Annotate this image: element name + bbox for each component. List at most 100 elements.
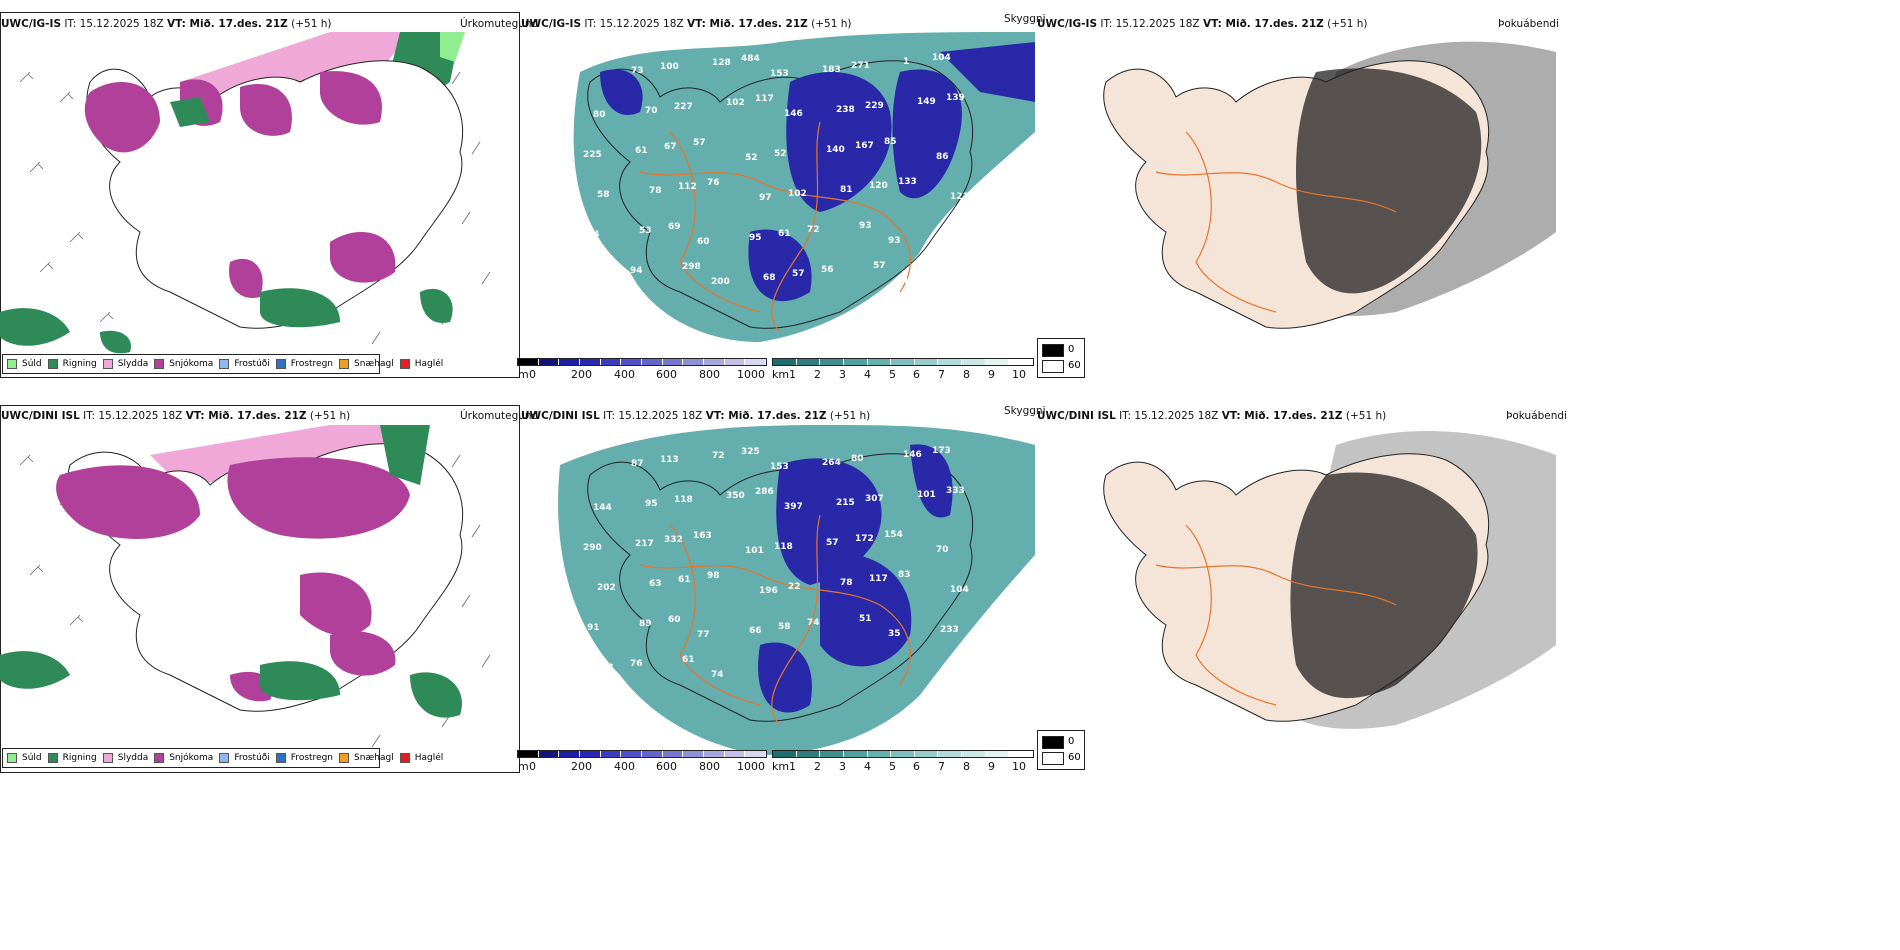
cloud-base-label: 484 xyxy=(741,54,760,64)
model-name: UWC/DINI ISL xyxy=(1037,410,1116,422)
height-bar-segment xyxy=(724,751,746,757)
height-bar-segment xyxy=(600,751,622,757)
cloud-base-label: 78 xyxy=(649,186,662,196)
cloud-blue-2 xyxy=(758,444,953,713)
valid-label: VT: xyxy=(1221,410,1241,422)
cloud-base-label: 307 xyxy=(865,494,884,504)
height-tick: 1000 xyxy=(737,368,765,381)
cloud-base-label: 58 xyxy=(597,190,610,200)
cloud-base-label: 117 xyxy=(755,94,774,104)
cloud-base-label: 133 xyxy=(898,177,917,187)
cloud-base-label: 271 xyxy=(851,61,870,71)
cloud-base-label: 73 xyxy=(631,66,644,76)
cloud-base-label: 52 xyxy=(745,153,758,163)
init-time: IT: 15.12.2025 18Z xyxy=(1115,410,1222,422)
height-colorbar-2: m 0 200 400 600 800 1000 xyxy=(517,750,767,773)
precip-frame-2 xyxy=(0,405,520,773)
cloud-base-label: 76 xyxy=(630,659,643,669)
cloud-base-label: 118 xyxy=(774,542,793,552)
cloud-base-label: 58 xyxy=(778,622,791,632)
cloud-base-label: 63 xyxy=(649,579,662,589)
snow-patches-2 xyxy=(56,457,410,702)
cloud-base-label: 102 xyxy=(726,98,745,108)
cloud-base-label: 66 xyxy=(749,626,762,636)
cloud-base-label: 74 xyxy=(807,618,820,628)
model-name: UWC/DINI ISL xyxy=(1,410,80,422)
legend-item-snow: Snjókoma xyxy=(154,753,213,763)
visibility-tick: 10 xyxy=(1012,760,1026,773)
height-bar-segment xyxy=(538,751,560,757)
legend-label: Súld xyxy=(22,753,42,763)
fog-panel-1 xyxy=(1036,12,1556,378)
legend-item-sleet: Slydda xyxy=(102,753,148,763)
legend-item-rain: Rigning xyxy=(47,753,97,763)
height-bar-segment xyxy=(559,359,581,365)
cloud-base-label: 325 xyxy=(741,447,760,457)
precip-map-2 xyxy=(0,425,491,748)
cloud-base-label: 139 xyxy=(946,93,965,103)
cloud-base-label: 215 xyxy=(836,498,855,508)
visibility-tick: 4 xyxy=(864,760,871,773)
cloud-teal-2 xyxy=(558,425,1035,755)
cloud-base-label: 87 xyxy=(631,459,644,469)
cloud-base-label: 61 xyxy=(678,575,691,585)
visibility-bar-segment xyxy=(962,359,986,365)
cloud-base-label: 144 xyxy=(593,503,612,513)
road-network-fog-2 xyxy=(1155,524,1397,706)
height-bar-segment xyxy=(559,751,581,757)
fog-swatch-light xyxy=(1042,360,1064,373)
cloud-base-label: 298 xyxy=(682,262,701,272)
rain-patches-1 xyxy=(0,97,453,354)
visibility-bar-segment xyxy=(820,359,844,365)
height-unit: m xyxy=(518,760,529,773)
height-bar-segment xyxy=(662,359,684,365)
fog-swatch-dark xyxy=(1042,344,1064,357)
height-bar-segment xyxy=(662,751,684,757)
lead-time: (+51 h) xyxy=(287,18,332,30)
cloud-base-label: 1 xyxy=(903,57,909,67)
cloud-base-label: 60 xyxy=(697,237,710,247)
height-tick: 0 xyxy=(529,760,536,773)
legend-label: Haglél xyxy=(414,359,444,369)
legend-label: Snjókoma xyxy=(169,753,214,763)
legend-item-graupel: Snæhagl xyxy=(339,359,394,369)
cloud-base-label: 290 xyxy=(583,543,602,553)
cloud-numbers-1: 35 73 100 128 484 153 183 271 1 104 80 70 227 102 117 1… xyxy=(579,51,969,287)
visibility-unit: km xyxy=(772,368,790,381)
legend-label: Rigning xyxy=(62,753,97,763)
legend-swatch xyxy=(154,359,165,369)
cloud-base-label: 84 xyxy=(940,232,953,242)
cloud-base-label: 100 xyxy=(660,62,679,72)
visibility-colorbar-2: km 1 2 3 4 5 6 7 8 9 10 xyxy=(772,750,1034,773)
valid-time: Mið. 17.des. 21Z xyxy=(185,18,288,30)
legend-swatch xyxy=(7,359,17,369)
cloud-base-label: 52 xyxy=(774,149,787,159)
fog-dark-1 xyxy=(1296,68,1482,294)
visibility-tick: 9 xyxy=(988,760,995,773)
height-bar-segment xyxy=(538,359,560,365)
visibility-tick: 5 xyxy=(889,760,896,773)
legend-label: Slydda xyxy=(117,359,149,369)
cloud-base-label: 225 xyxy=(583,150,602,160)
visibility-bar-segment xyxy=(1009,751,1034,757)
legend-item-freezing-rain: Frostregn xyxy=(275,359,333,369)
cloud-base-label: 70 xyxy=(936,545,949,555)
cloud-header-1: UWC/IG-IS IT: 15.12.2025 18Z VT: Mið. 17… xyxy=(521,18,851,30)
cloud-base-label: 61 xyxy=(682,655,695,665)
cloud-title-1: Skyggni xyxy=(1004,13,1046,25)
valid-time: Mið. 17.des. 21Z xyxy=(1221,18,1324,30)
cloud-base-label: 80 xyxy=(851,454,864,464)
cloud-base-label: 61 xyxy=(778,229,791,239)
lead-time: (+51 h) xyxy=(1342,410,1387,422)
visibility-bar-segment xyxy=(938,359,963,365)
legend-swatch xyxy=(47,359,58,369)
height-tick: 0 xyxy=(529,368,536,381)
cloud-base-label: 35 xyxy=(888,629,901,639)
visibility-tick: 10 xyxy=(1012,368,1026,381)
cloud-base-label: 72 xyxy=(807,225,820,235)
height-bar-segment xyxy=(683,751,705,757)
cloud-base-label: 22 xyxy=(788,582,801,592)
cloud-base-label: 200 xyxy=(711,277,730,287)
cloud-base-label: 72 xyxy=(712,451,725,461)
height-bar-segment xyxy=(621,359,643,365)
